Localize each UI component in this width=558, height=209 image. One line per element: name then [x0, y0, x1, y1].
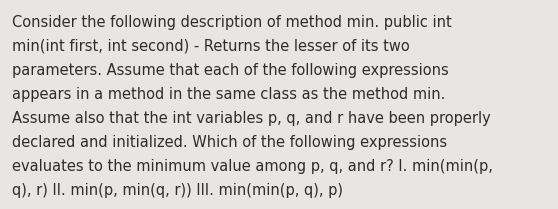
- Text: q), r) II. min(p, min(q, r)) III. min(min(p, q), p): q), r) II. min(p, min(q, r)) III. min(mi…: [12, 183, 343, 198]
- Text: declared and initialized. Which of the following expressions: declared and initialized. Which of the f…: [12, 135, 448, 150]
- Text: evaluates to the minimum value among p, q, and r? I. min(min(p,: evaluates to the minimum value among p, …: [12, 159, 493, 174]
- Text: appears in a method in the same class as the method min.: appears in a method in the same class as…: [12, 87, 446, 102]
- Text: parameters. Assume that each of the following expressions: parameters. Assume that each of the foll…: [12, 63, 449, 78]
- Text: Consider the following description of method min. public int: Consider the following description of me…: [12, 15, 452, 30]
- Text: min(int first, int second) - Returns the lesser of its two: min(int first, int second) - Returns the…: [12, 39, 410, 54]
- Text: Assume also that the int variables p, q, and r have been properly: Assume also that the int variables p, q,…: [12, 111, 491, 126]
